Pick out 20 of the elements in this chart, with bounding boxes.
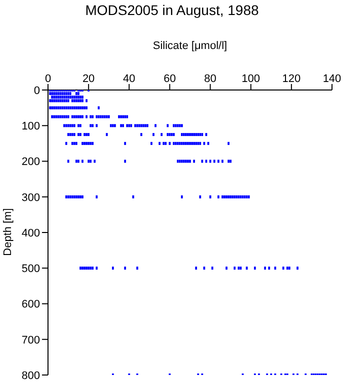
x-tick-label: 140 (322, 73, 342, 85)
y-axis-title: Depth [m] (2, 208, 14, 256)
x-tick-label: 60 (164, 73, 176, 85)
x-tick-label: 0 (44, 73, 52, 85)
x-tick-label: 80 (204, 73, 216, 85)
x-tick-label: 120 (282, 73, 301, 85)
x-axis-title: Silicate [μmol/l] (152, 40, 228, 52)
chart-title: MODS2005 in August, 1988 (84, 2, 260, 18)
y-tick-label: 500 (22, 263, 40, 276)
y-tick-label: 100 (22, 120, 40, 133)
x-tick-label: 40 (123, 73, 136, 85)
y-tick-label: 600 (22, 298, 40, 311)
y-tick-label: 400 (22, 227, 40, 240)
y-tick-label: 300 (22, 192, 40, 204)
x-tick-label: 100 (242, 73, 260, 85)
y-tick-label: 700 (22, 334, 40, 346)
y-tick-label: 200 (22, 156, 40, 168)
y-tick-label: 800 (22, 370, 40, 382)
x-tick-label: 20 (82, 73, 95, 85)
y-tick-label: 0 (34, 84, 40, 97)
